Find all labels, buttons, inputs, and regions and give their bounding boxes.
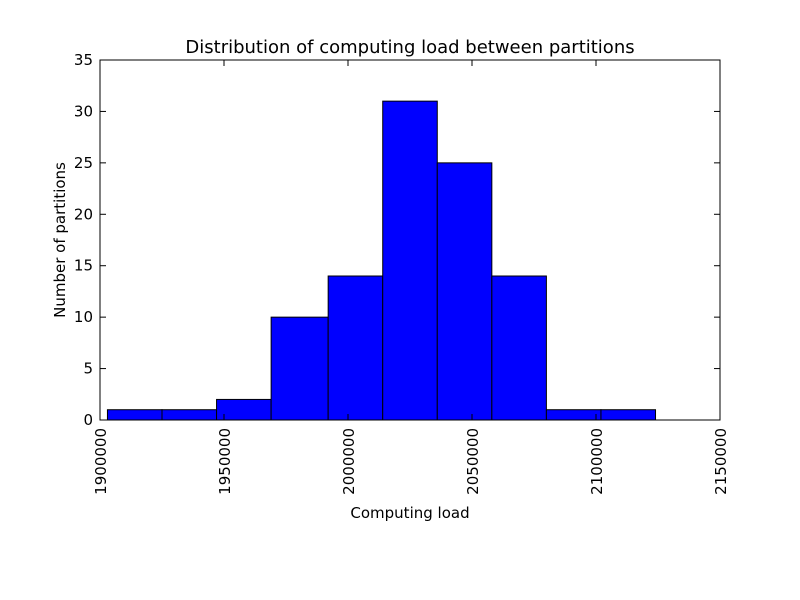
y-tick-label: 10 xyxy=(74,308,93,326)
histogram-bar xyxy=(216,398,272,421)
histogram-bar xyxy=(270,316,329,421)
x-tick-label: 2050000 xyxy=(464,428,482,495)
y-tick-label: 25 xyxy=(74,154,93,172)
histogram-bar xyxy=(491,275,547,421)
chart-title: Distribution of computing load between p… xyxy=(185,37,634,58)
histogram-bar xyxy=(545,409,602,421)
x-tick-label: 1950000 xyxy=(216,428,234,495)
y-tick-label: 30 xyxy=(74,102,93,120)
x-tick-label: 2000000 xyxy=(340,428,358,495)
histogram-bar xyxy=(600,409,657,421)
bars-group xyxy=(106,100,657,421)
histogram-bar xyxy=(436,162,493,421)
y-tick-label: 5 xyxy=(83,360,93,378)
x-axis-label: Computing load xyxy=(350,504,469,522)
y-tick-label: 35 xyxy=(74,51,93,69)
histogram-bar xyxy=(327,275,384,421)
axes-frame xyxy=(99,59,721,421)
histogram-bar xyxy=(106,409,163,421)
histogram-bar xyxy=(382,100,438,421)
x-tick-label: 2100000 xyxy=(588,428,606,495)
histogram-bar xyxy=(161,409,218,421)
ticks-group: 0 5 10 15 20 25 30 35 1900000 1950000 2000000 20500… xyxy=(74,51,730,495)
x-tick-label: 2150000 xyxy=(712,428,730,495)
y-tick-label: 20 xyxy=(74,205,93,223)
x-tick-label: 1900000 xyxy=(92,428,110,495)
y-tick-label: 0 xyxy=(83,411,93,429)
y-tick-label: 15 xyxy=(74,257,93,275)
y-axis-label: Number of partitions xyxy=(51,162,69,318)
